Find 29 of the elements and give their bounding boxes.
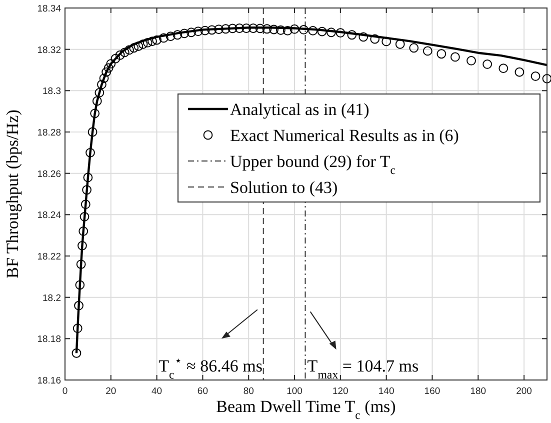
x-tick-label: 120 bbox=[332, 386, 348, 397]
annotation: T$_{c}$$^{⋆}$ ≈ 86.46 ms bbox=[158, 354, 262, 382]
x-tick-label: 80 bbox=[243, 386, 254, 397]
annotation: T$_{max}$ = 104.7 ms bbox=[307, 356, 419, 382]
x-tick-label: 0 bbox=[62, 386, 68, 397]
y-tick-label: 18.22 bbox=[37, 252, 61, 262]
x-tick-label: 140 bbox=[378, 386, 394, 397]
y-tick-label: 18.2 bbox=[42, 292, 61, 304]
x-tick-label: 60 bbox=[197, 386, 208, 397]
y-axis-title: BF Throughput (bps/Hz) bbox=[3, 110, 22, 278]
y-tick-label: 18.26 bbox=[37, 168, 61, 180]
y-tick-label: 18.18 bbox=[37, 334, 61, 346]
y-tick-label: 18.16 bbox=[37, 376, 61, 386]
y-tick-label: 18.34 bbox=[37, 4, 61, 14]
ref-line-label: Upper bound (29) for T$_{c}$ bbox=[230, 152, 396, 177]
legend-label: Analytical as in (41) bbox=[230, 100, 370, 119]
x-tick-label: 200 bbox=[516, 386, 532, 397]
x-tick-label: 20 bbox=[106, 386, 116, 397]
x-tick-label: 40 bbox=[152, 386, 162, 397]
ref-line-label: Solution to (43) bbox=[230, 178, 338, 197]
y-tick-label: 18.3 bbox=[42, 86, 61, 98]
x-tick-label: 160 bbox=[424, 386, 440, 397]
x-tick-label: 100 bbox=[286, 386, 302, 397]
x-axis-title: Beam Dwell Time T$_{c}$ (ms) bbox=[216, 397, 396, 422]
y-tick-label: 18.24 bbox=[37, 210, 61, 222]
y-tick-label: 18.32 bbox=[37, 44, 61, 56]
legend-label: Exact Numerical Results as in (6) bbox=[230, 126, 459, 145]
x-tick-label: 180 bbox=[470, 386, 486, 397]
y-tick-label: 18.28 bbox=[37, 128, 61, 138]
